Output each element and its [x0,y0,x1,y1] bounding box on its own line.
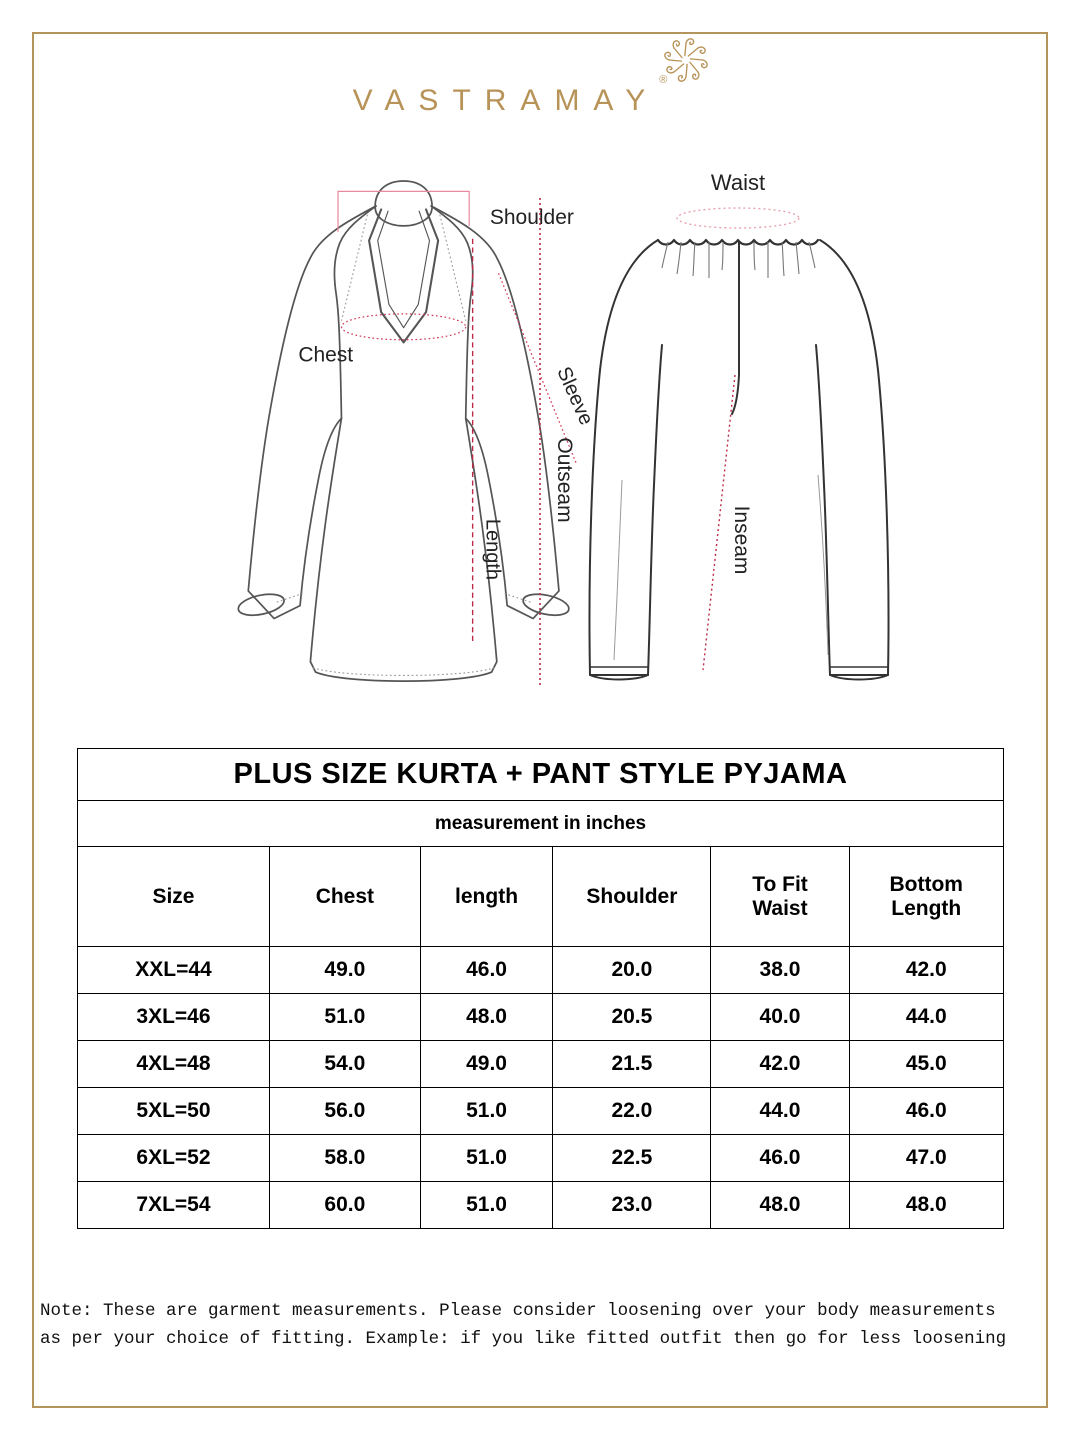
svg-text:Shoulder: Shoulder [490,206,574,229]
svg-text:Inseam: Inseam [730,506,753,575]
svg-text:Waist: Waist [711,170,765,195]
svg-text:Chest: Chest [298,343,353,366]
svg-text:Length: Length [481,519,503,580]
svg-text:Outseam: Outseam [553,437,576,522]
svg-text:Sleeve: Sleeve [552,364,597,429]
